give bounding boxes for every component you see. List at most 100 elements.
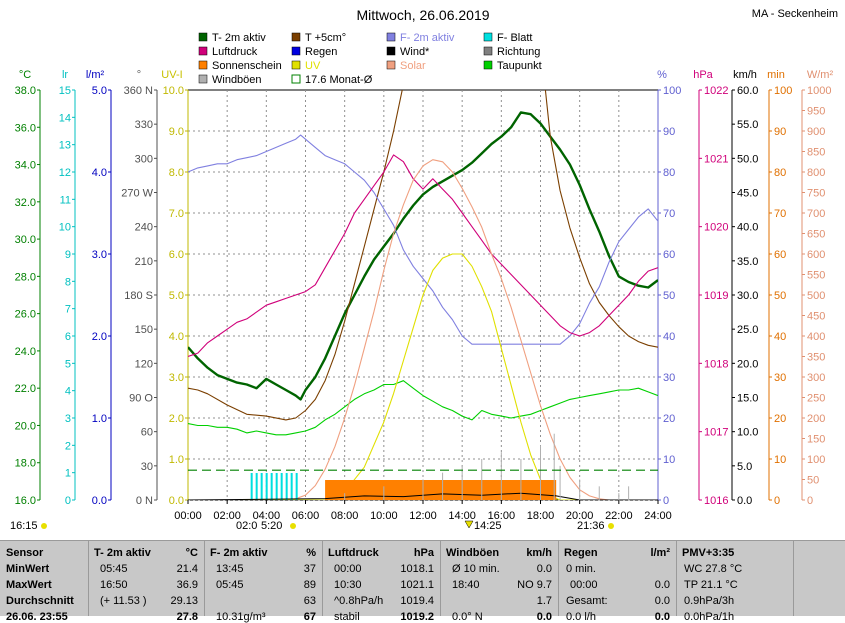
- legend-item: F- Blatt: [483, 32, 532, 44]
- axis-tick-label: 0.0: [737, 495, 752, 507]
- series-f-2m-aktiv: [188, 134, 658, 345]
- axis-tick-label: 30: [141, 461, 153, 473]
- axis-unit-label: hPa: [693, 69, 713, 81]
- hum-unit: %: [306, 547, 316, 559]
- axis-tick-label: 90: [663, 126, 675, 138]
- hum-time: 05:45: [216, 579, 244, 591]
- axis-tick-label: 300: [135, 153, 153, 165]
- col-sensor: Sensor MinWert MaxWert Durchschnitt 26.0…: [0, 541, 89, 623]
- x-tick-label: 22:00: [605, 510, 633, 522]
- legend-swatch: [198, 60, 208, 70]
- series-uv: [188, 253, 658, 500]
- sunset-label: 21:36: [577, 520, 605, 532]
- wind-time: 0.0° N: [452, 611, 483, 623]
- rain-time: 0 min.: [566, 563, 596, 575]
- press-unit: hPa: [413, 547, 434, 559]
- series-solar: [188, 159, 658, 500]
- axis-tick-label: 50: [774, 290, 786, 302]
- axis-tick-label: 28.0: [15, 271, 36, 283]
- axis-tick-label: 8.0: [169, 167, 184, 179]
- pmv-header: PMV+3:35: [682, 547, 735, 559]
- temp-time: 16:50: [100, 579, 128, 591]
- axis-tick-label: 0: [65, 495, 71, 507]
- axis-tick-label: 10: [774, 454, 786, 466]
- series-t-5cm: [188, 90, 658, 421]
- legend-swatch: [291, 46, 301, 56]
- rain-time: 0.0 l/h: [566, 611, 596, 623]
- legend-item: Regen: [291, 46, 337, 58]
- axis-tick-label: 150: [807, 434, 825, 446]
- axis-tick-label: 16.0: [15, 495, 36, 507]
- rain-value: 0.0: [654, 579, 670, 591]
- axis-tick-label: 500: [807, 290, 825, 302]
- axis-tick-label: 210: [135, 256, 153, 268]
- hum-time: 13:45: [216, 563, 244, 575]
- press-time: 00:00: [334, 563, 362, 575]
- sunset-sun-icon: [608, 523, 614, 529]
- axis-tick-label: 1000: [807, 85, 831, 97]
- axis-tick-label: 8: [65, 276, 71, 288]
- press-time: ^0.8hPa/h: [334, 595, 384, 607]
- axis-tick-label: 850: [807, 147, 825, 159]
- axis-tick-label: 5.0: [737, 461, 752, 473]
- axis-tick-label: 5.0: [92, 85, 107, 97]
- axis-tick-label: 550: [807, 270, 825, 282]
- axis-tick-label: 7.0: [169, 208, 184, 220]
- axis-tick-label: 55.0: [737, 119, 758, 131]
- grid: [188, 90, 658, 501]
- wind-value: 0.0: [536, 563, 552, 575]
- col-temp: T- 2m aktiv °C 05:45 21.4 16:50 36.9 (+ …: [88, 541, 205, 623]
- axis-tick-label: 30.0: [737, 290, 758, 302]
- axis-tick-label: 1018: [704, 358, 728, 370]
- col-press: Luftdruck hPa 00:00 1018.1 10:30 1021.1 …: [322, 541, 441, 623]
- axis-tick-label: 22.0: [15, 383, 36, 395]
- x-tick-label: 24:00: [644, 510, 672, 522]
- pmv-value: WC 27.8 °C: [684, 563, 743, 575]
- legend-swatch: [386, 60, 396, 70]
- axis-tick-label: 15: [59, 85, 71, 97]
- axis-tick-label: 24.0: [15, 346, 36, 358]
- legend-swatch: [483, 32, 493, 42]
- axis-tick-label: 50: [807, 475, 819, 487]
- row-label: MaxWert: [6, 579, 52, 591]
- axis-tick-label: 7: [65, 304, 71, 316]
- legend-swatch: [386, 32, 396, 42]
- axis-tick-label: 40: [774, 331, 786, 343]
- temp-unit: °C: [185, 547, 198, 559]
- left-sun-icon: [41, 523, 47, 529]
- axis-tick-label: 45.0: [737, 188, 758, 200]
- press-header: Luftdruck: [328, 547, 379, 559]
- axis-tick-label: 270 W: [121, 188, 153, 200]
- rain-time: Gesamt:: [566, 595, 608, 607]
- hum-value: 89: [303, 579, 316, 591]
- series-t-2m-aktiv: [188, 111, 658, 401]
- axis-tick-label: 20: [774, 413, 786, 425]
- axis-unit-label: lr: [62, 69, 68, 81]
- legend-item: Wind*: [386, 46, 430, 58]
- press-value: 1019.2: [400, 611, 434, 623]
- x-tick-label: 18:00: [527, 510, 555, 522]
- axis-tick-label: 600: [807, 249, 825, 261]
- axis-tick-label: 360 N: [124, 85, 153, 97]
- legend-item: Luftdruck: [198, 46, 258, 58]
- axis-tick-label: 3.0: [169, 372, 184, 384]
- axis-tick-label: 180 S: [124, 290, 153, 302]
- legend-label: T +5cm°: [305, 32, 346, 44]
- axis-tick-label: 38.0: [15, 85, 36, 97]
- axis-tick-label: 70: [663, 208, 675, 220]
- press-value: 1019.4: [400, 595, 434, 607]
- axis-tick-label: 60: [663, 249, 675, 261]
- axis-tick-label: 90 O: [129, 393, 153, 405]
- legend-item: Taupunkt: [483, 60, 542, 72]
- series-taupunkt: [188, 380, 658, 436]
- hum-value: 63: [303, 595, 316, 607]
- x-tick-label: 06:00: [292, 510, 320, 522]
- legend: T- 2m aktiv T +5cm° F- 2m aktiv F- Blatt Luf…: [198, 32, 542, 86]
- axis-tick-label: 200: [807, 413, 825, 425]
- row-label: Durchschnitt: [6, 595, 74, 607]
- hum-value: 67: [303, 611, 316, 623]
- rain-header: Regen: [564, 547, 598, 559]
- axis-tick-label: 30.0: [15, 234, 36, 246]
- legend-label: Luftdruck: [212, 46, 258, 58]
- axis-tick-label: 4: [65, 386, 71, 398]
